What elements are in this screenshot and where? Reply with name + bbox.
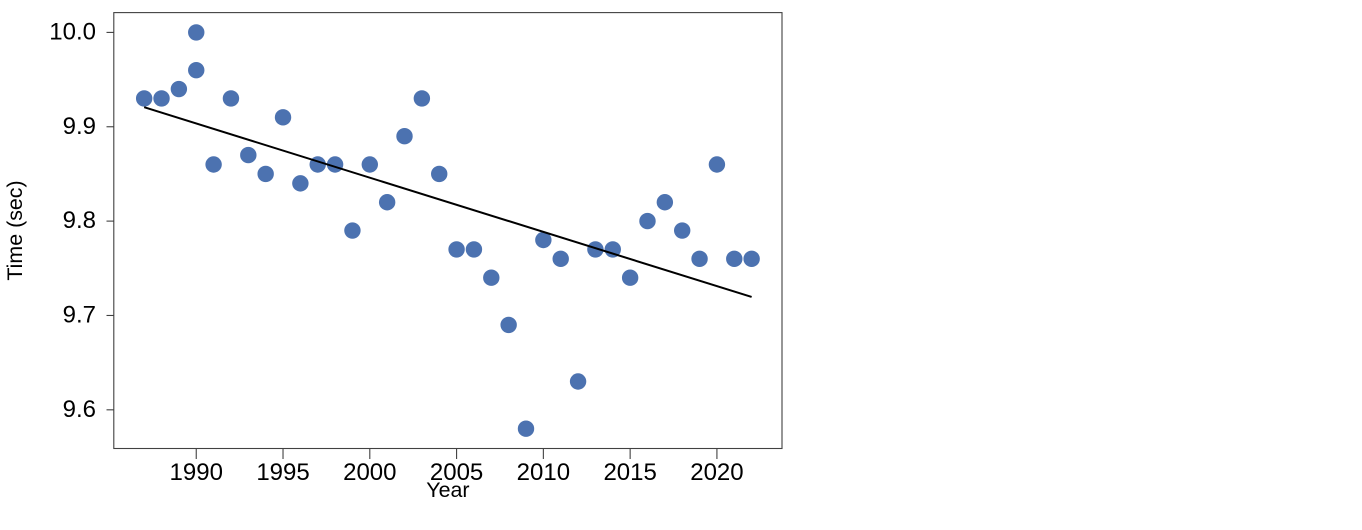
svg-text:2000: 2000	[343, 459, 396, 486]
svg-text:10.0: 10.0	[49, 19, 96, 46]
svg-text:9.7: 9.7	[63, 302, 96, 329]
svg-text:2020: 2020	[690, 459, 743, 486]
svg-text:9.8: 9.8	[63, 207, 96, 234]
svg-text:1995: 1995	[256, 459, 309, 486]
svg-text:Time (sec): Time (sec)	[3, 180, 27, 280]
svg-text:2010: 2010	[517, 459, 570, 486]
svg-text:Year: Year	[426, 478, 469, 502]
svg-text:9.9: 9.9	[63, 113, 96, 140]
svg-text:9.6: 9.6	[63, 396, 96, 423]
svg-text:1990: 1990	[170, 459, 223, 486]
svg-text:2015: 2015	[603, 459, 656, 486]
